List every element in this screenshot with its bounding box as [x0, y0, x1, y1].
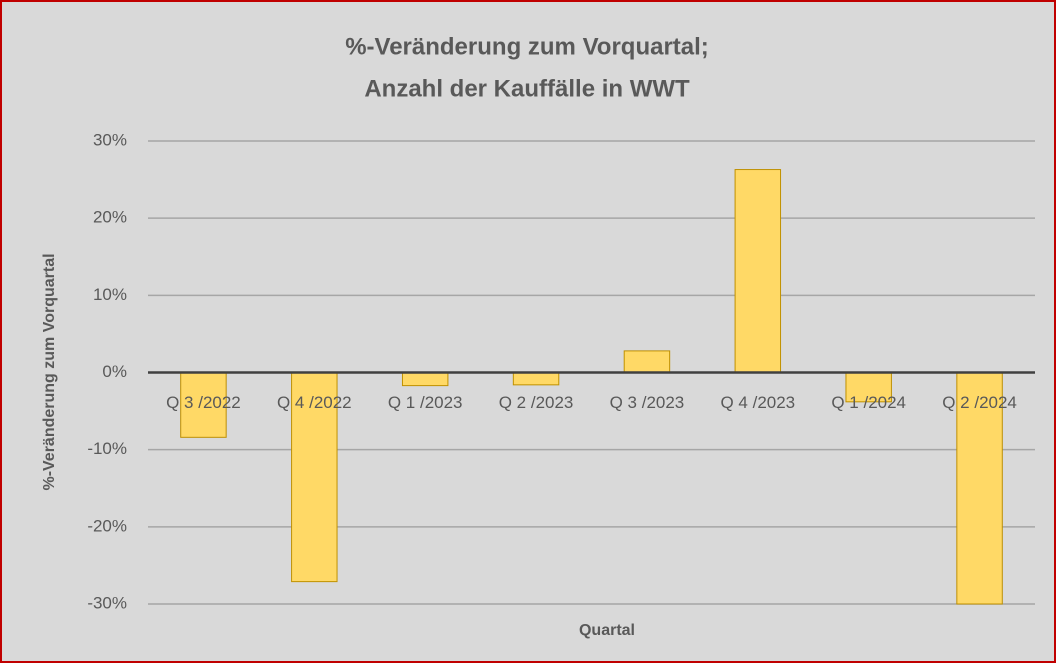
bar — [512, 372, 560, 386]
bar — [291, 372, 338, 583]
bar — [180, 372, 227, 438]
y-tick-label: 20% — [93, 208, 127, 227]
bar — [845, 372, 892, 403]
bar — [734, 169, 782, 373]
y-tick-label: 0% — [102, 362, 127, 381]
y-tick-label: -10% — [87, 439, 127, 458]
y-tick-label: 30% — [93, 130, 127, 149]
x-tick-label: Q 2 /2023 — [499, 393, 574, 412]
bar — [401, 372, 449, 387]
bar — [623, 350, 671, 374]
x-axis-label: Quartal — [579, 622, 635, 639]
y-tick-label: -20% — [87, 516, 127, 535]
bar — [956, 372, 1003, 605]
x-tick-label: Q 1 /2023 — [388, 393, 463, 412]
x-tick-label: Q 2 /2024 — [942, 393, 1017, 412]
x-tick-label: Q 1 /2024 — [831, 393, 906, 412]
y-tick-label: 10% — [93, 285, 127, 304]
x-tick-label: Q 3 /2022 — [166, 393, 241, 412]
chart-title: %-Veränderung zum Vorquartal; — [345, 33, 709, 60]
x-tick-label: Q 4 /2022 — [277, 393, 352, 412]
y-tick-label: -30% — [87, 593, 127, 612]
x-tick-label: Q 3 /2023 — [610, 393, 685, 412]
x-tick-label: Q 4 /2023 — [720, 393, 795, 412]
y-axis-label: %-Veränderung zum Vorquartal — [41, 253, 58, 490]
chart-title: Anzahl der Kauffälle in WWT — [364, 75, 690, 102]
